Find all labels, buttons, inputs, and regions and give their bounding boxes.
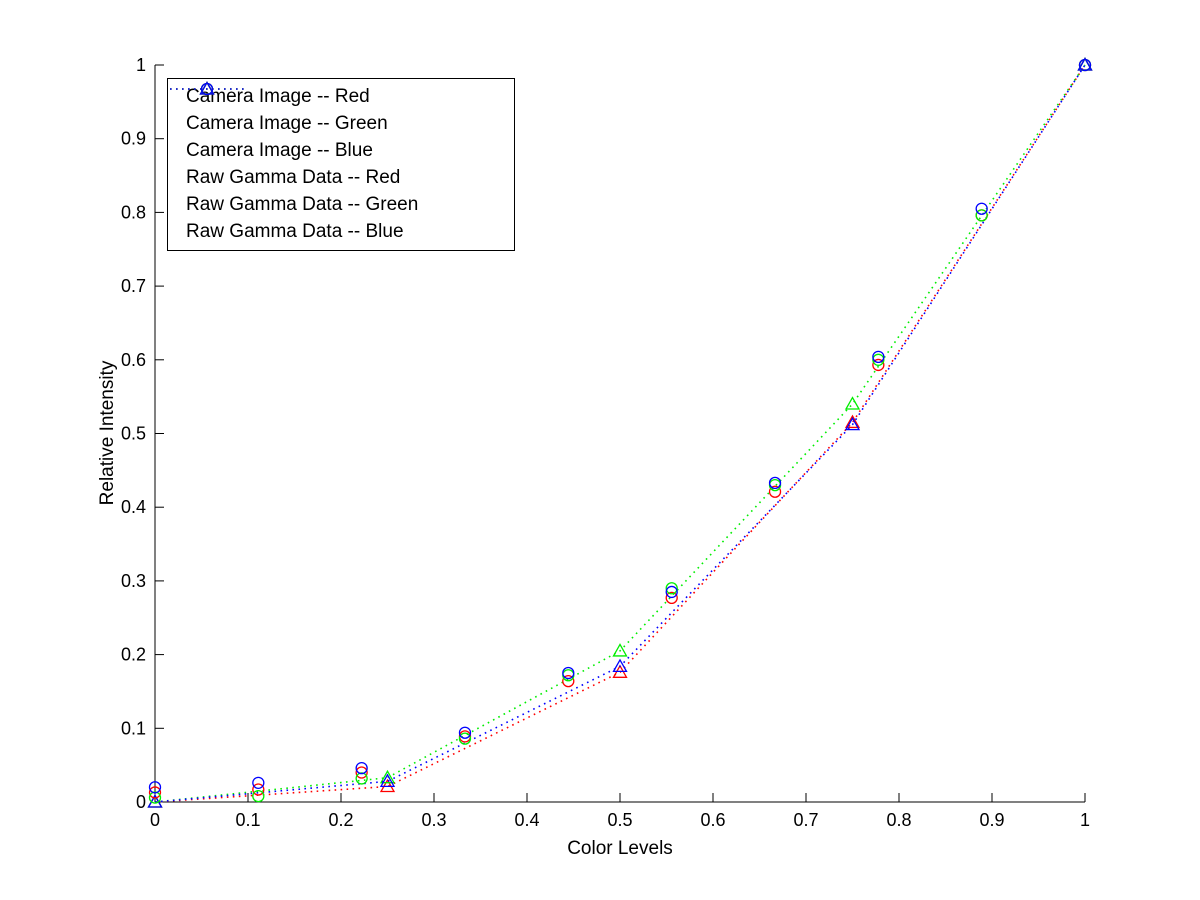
y-tick-label: 0.6 — [121, 350, 146, 370]
series-line-camera-image-red — [154, 64, 1086, 803]
legend-box: Camera Image -- Red Camera Image -- Green… — [167, 78, 515, 251]
circle-marker — [1078, 58, 1092, 72]
y-tick-label: 1 — [136, 55, 146, 75]
circle-marker — [768, 485, 782, 498]
triangle-marker — [844, 396, 861, 410]
circle-marker — [355, 761, 368, 775]
triangle-marker — [844, 414, 861, 429]
circle-marker — [252, 789, 265, 803]
circle-marker — [975, 209, 988, 222]
circle-marker — [768, 476, 782, 490]
legend-sample-raw-gamma-blue — [200, 82, 214, 96]
series-line-camera-image-blue — [154, 64, 1086, 803]
circle-marker — [872, 358, 885, 372]
x-tick-label: 0.3 — [421, 810, 446, 830]
x-tick-label: 0 — [150, 810, 160, 830]
x-tick-label: 0.4 — [514, 810, 539, 830]
legend-item-raw-gamma-red: Raw Gamma Data -- Red — [178, 82, 514, 191]
circle-marker — [562, 666, 575, 680]
circle-marker — [458, 726, 472, 739]
y-tick-label: 0.4 — [121, 497, 146, 517]
circle-marker — [665, 585, 678, 599]
circle-marker — [355, 772, 368, 785]
circle-marker — [458, 732, 472, 745]
x-tick-label: 0.2 — [328, 810, 353, 830]
y-tick-label: 0 — [136, 792, 146, 812]
circle-marker — [975, 202, 988, 215]
x-tick-label: 0.5 — [607, 810, 632, 830]
y-tick-label: 0.8 — [121, 202, 146, 222]
triangle-marker — [379, 769, 396, 784]
y-tick-label: 0.7 — [121, 276, 146, 296]
circle-marker — [200, 82, 214, 96]
y-tick-label: 0.3 — [121, 571, 146, 591]
circle-marker — [355, 766, 368, 779]
legend-item-raw-gamma-green: Raw Gamma Data -- Green — [178, 82, 514, 218]
circle-marker — [872, 353, 885, 366]
legend-label-raw-gamma-red: Raw Gamma Data -- Red — [186, 166, 401, 188]
circle-marker — [872, 350, 885, 364]
series-camera-image-blue — [147, 57, 1093, 808]
y-tick-label: 0.5 — [121, 424, 146, 444]
circle-marker — [252, 776, 265, 789]
x-tick-label: 0.9 — [979, 810, 1004, 830]
circle-marker — [148, 781, 162, 794]
x-tick-label: 1 — [1080, 810, 1090, 830]
series-raw-gamma-blue — [148, 58, 1092, 794]
circle-marker — [562, 674, 575, 688]
circle-marker — [665, 591, 678, 605]
triangle-marker — [612, 658, 628, 673]
y-tick-label: 0.2 — [121, 645, 146, 665]
legend-item-raw-gamma-blue: Raw Gamma Data -- Blue — [178, 82, 514, 245]
legend-label-camera-image-blue: Camera Image -- Blue — [186, 140, 373, 162]
x-tick-label: 0.1 — [235, 810, 260, 830]
x-tick-label: 0.6 — [700, 810, 725, 830]
y-tick-label: 0.9 — [121, 129, 146, 149]
legend-label-camera-image-green: Camera Image -- Green — [186, 113, 388, 135]
x-tick-label: 0.7 — [793, 810, 818, 830]
legend-item-camera-image-green: Camera Image -- Green — [170, 81, 514, 138]
legend-label-camera-image-red: Camera Image -- Red — [186, 86, 370, 108]
triangle-marker — [612, 643, 628, 657]
triangle-marker — [844, 416, 861, 431]
circle-marker — [665, 582, 678, 595]
circle-marker — [148, 791, 162, 804]
x-tick-label: 0.8 — [886, 810, 911, 830]
triangle-marker — [379, 773, 396, 788]
circle-marker — [252, 783, 265, 796]
legend-label-raw-gamma-blue: Raw Gamma Data -- Blue — [186, 220, 404, 242]
x-axis-title: Color Levels — [567, 838, 673, 859]
legend-item-camera-image-blue: Camera Image -- Blue — [170, 81, 514, 165]
y-axis-title: Relative Intensity — [97, 360, 118, 506]
series-line-camera-image-green — [154, 64, 1086, 803]
y-tick-label: 0.1 — [121, 718, 146, 738]
circle-marker — [148, 786, 162, 799]
legend-label-raw-gamma-green: Raw Gamma Data -- Green — [186, 193, 419, 215]
